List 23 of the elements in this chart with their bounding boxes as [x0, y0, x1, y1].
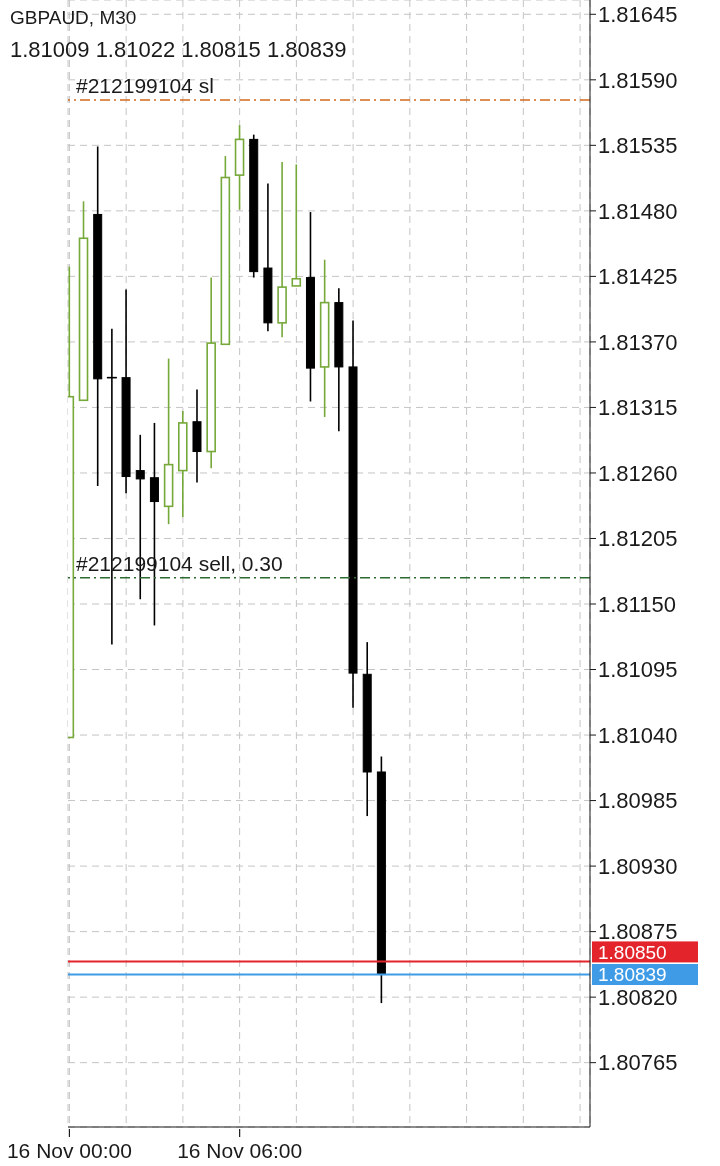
y-tick-label: 1.81150 — [598, 591, 676, 617]
y-tick-label: 1.81315 — [598, 395, 678, 421]
y-tick-label: 1.81260 — [598, 460, 678, 486]
ref-line-label: #212199104 sl — [76, 74, 214, 98]
y-tick-label: 1.81205 — [598, 526, 678, 552]
y-tick-label: 1.81370 — [598, 329, 678, 355]
y-tick-label: 1.80820 — [598, 984, 678, 1010]
y-tick-label: 1.80985 — [598, 788, 678, 814]
candlestick — [291, 163, 302, 287]
x-tick-label: 16 Nov 06:00 — [177, 1139, 303, 1162]
y-tick-label: 1.81095 — [598, 657, 678, 683]
y-tick-label: 1.81040 — [598, 722, 678, 748]
y-tick-label: 1.81535 — [598, 133, 678, 159]
y-tick-label: 1.80765 — [598, 1050, 678, 1076]
x-tick-label: 16 Nov 00:00 — [6, 1139, 132, 1162]
chart-title: GBPAUD, M30 — [10, 6, 137, 30]
y-tick-label: 1.81425 — [598, 264, 678, 290]
y-tick-label: 1.80930 — [598, 853, 678, 879]
ref-line-label: 1.80839 — [598, 964, 667, 986]
text: 1.81009 1.81022 1.80815 1.80839 — [10, 36, 347, 64]
y-tick-label: 1.81645 — [598, 2, 678, 28]
y-tick-label: 1.81590 — [598, 67, 678, 93]
y-tick-label: 1.81480 — [598, 198, 678, 224]
